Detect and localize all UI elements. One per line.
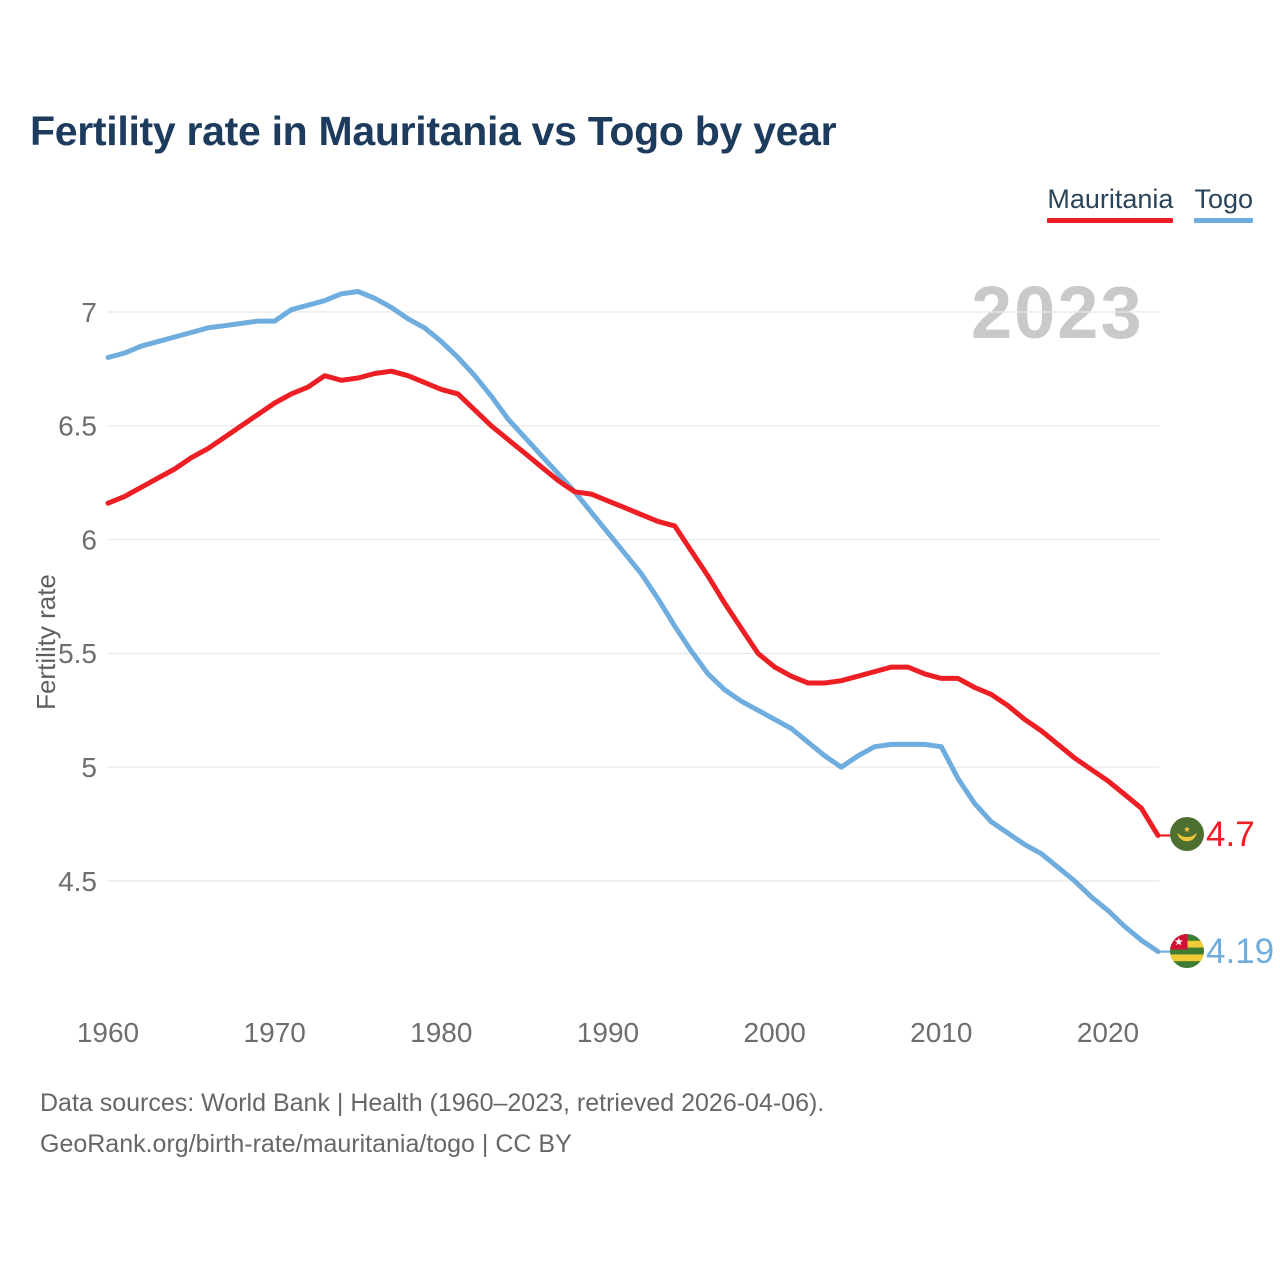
y-tick-label: 4.5 <box>58 866 97 897</box>
mauritania-flag-icon <box>1170 817 1204 851</box>
togo-flag-icon <box>1170 934 1204 968</box>
x-tick-label: 1990 <box>577 1017 639 1048</box>
y-tick-label: 7 <box>81 297 97 328</box>
y-tick-label: 6 <box>81 524 97 555</box>
y-tick-label: 6.5 <box>58 411 97 442</box>
footer-line-2: GeoRank.org/birth-rate/mauritania/togo |… <box>40 1130 572 1158</box>
togo-color-bar <box>1194 218 1253 223</box>
mauritania-color-bar <box>1047 218 1174 223</box>
legend-label-togo: Togo <box>1194 184 1253 214</box>
x-tick-label: 1960 <box>77 1017 139 1048</box>
mauritania-end-value: 4.7 <box>1206 815 1255 854</box>
legend-label-mauritania: Mauritania <box>1047 184 1174 214</box>
series-line-mauritania[interactable] <box>105 368 1161 838</box>
y-axis-title: Fertility rate <box>31 574 61 710</box>
page-title: Fertility rate in Mauritania vs Togo by … <box>30 108 837 154</box>
x-tick-label: 2000 <box>744 1017 806 1048</box>
y-tick-label: 5 <box>81 752 97 783</box>
x-tick-label: 2010 <box>910 1017 972 1048</box>
series-line-togo[interactable] <box>105 289 1161 955</box>
x-tick-label: 1970 <box>244 1017 306 1048</box>
togo-end-value: 4.19 <box>1206 932 1275 971</box>
legend: Mauritania Togo <box>1047 184 1253 223</box>
legend-item-mauritania[interactable]: Mauritania <box>1047 184 1174 223</box>
x-tick-label: 2020 <box>1077 1017 1139 1048</box>
x-tick-label: 1980 <box>410 1017 472 1048</box>
footer-line-1: Data sources: World Bank | Health (1960–… <box>40 1089 825 1117</box>
legend-item-togo[interactable]: Togo <box>1194 184 1253 223</box>
footer: Data sources: World Bank | Health (1960–… <box>40 1083 824 1165</box>
y-tick-label: 5.5 <box>58 638 97 669</box>
